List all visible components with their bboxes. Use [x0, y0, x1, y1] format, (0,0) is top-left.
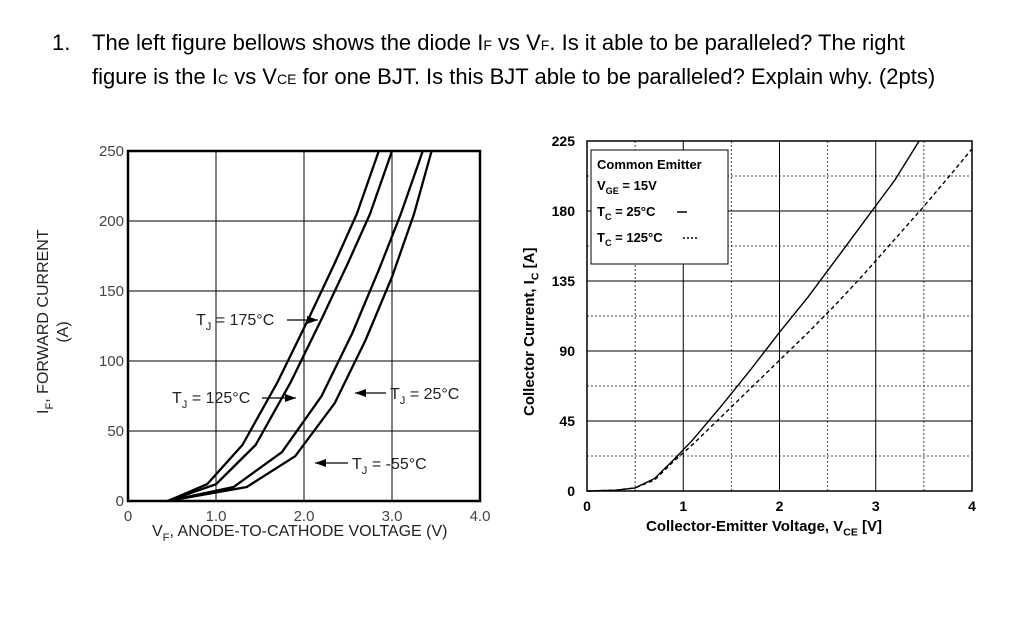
right-legend-tc125-sub: C [605, 238, 612, 248]
right-y-tick-label: 45 [559, 413, 575, 429]
right-y-tick-label: 0 [567, 483, 575, 499]
question-line-1-part-1: The left figure bellows shows the diode … [92, 30, 484, 55]
left-series-label-sub: J [206, 321, 212, 333]
question-line-1-part-3: . Is it able to be paralleled? The right [549, 30, 905, 55]
left-x-axis-label-rest: , ANODE-TO-CATHODE VOLTAGE (V) [170, 523, 448, 540]
right-x-tick-label: 0 [583, 498, 591, 514]
left-series-line [167, 150, 424, 503]
left-series-label-main: T [390, 386, 400, 403]
right-legend-vge-sub: GE [606, 186, 619, 196]
left-label-arrowhead [355, 389, 366, 397]
left-x-tick-label: 4.0 [470, 508, 491, 525]
left-series-line [167, 150, 394, 503]
right-x-tick-label: 3 [872, 498, 880, 514]
right-y-tick-label: 225 [552, 133, 576, 149]
right-legend-tc125: TC = 125°C [597, 230, 663, 248]
left-series-label: TJ = -55°C [352, 456, 427, 477]
left-x-axis-label: VF, ANODE-TO-CATHODE VOLTAGE (V) [152, 523, 447, 544]
left-series-label-main: T [352, 456, 362, 473]
right-x-tick-label: 1 [679, 498, 687, 514]
right-y-axis-label-group: Collector Current, IC [A] [521, 248, 542, 416]
right-y-tick-label: 90 [559, 343, 575, 359]
question-line-1: The left figure bellows shows the diode … [92, 26, 905, 62]
left-label-arrowhead [307, 316, 318, 324]
left-series-label-rest: = 25°C [405, 386, 459, 403]
question-number: 1. [52, 30, 71, 55]
right-legend-tc25: TC = 25°C [597, 204, 656, 222]
left-y-tick-label: 50 [107, 423, 124, 440]
right-legend-tc25-rest: = 25°C [612, 204, 656, 219]
right-legend-box [590, 149, 729, 265]
left-series-label-sub: J [362, 465, 368, 477]
left-y-tick-label: 250 [99, 143, 124, 160]
question-line-2-part-2: vs V [228, 64, 277, 89]
question-line-2-part-3: for one BJT. Is this BJT able to be para… [296, 64, 936, 89]
left-series-line [167, 150, 433, 503]
left-series-label-main: T [172, 390, 182, 407]
left-label-arrowhead [285, 394, 296, 402]
left-series-label: TJ = 125°C [172, 390, 250, 411]
left-y-tick-label: 0 [116, 493, 124, 510]
right-series-line [586, 148, 973, 492]
left-series-line [167, 150, 380, 503]
right-legend-vge-rest: = 15V [619, 178, 657, 193]
right-y-axis-label-sub: C [530, 272, 542, 280]
right-legend-title: Common Emitter [597, 157, 702, 172]
left-series-group [167, 150, 433, 503]
right-legend-tc125-rest: = 125°C [612, 230, 664, 245]
question-line-2-sub-2: CE [276, 71, 297, 87]
question-line-1-part-2: vs V [491, 30, 541, 55]
left-y-axis-unit: (A) [55, 321, 72, 342]
right-legend-tc25-main: T [597, 204, 605, 219]
left-y-tick-label: 100 [99, 353, 124, 370]
right-plot-frame [586, 140, 973, 492]
left-x-tick-label: 1.0 [206, 508, 227, 525]
left-x-tick-label: 0 [124, 508, 132, 525]
left-series-label: TJ = 175°C [196, 312, 274, 333]
question-line-1-sub-1: F [483, 37, 492, 53]
question-line-2-part-1: figure is the I [92, 64, 218, 89]
right-legend-vge: VGE = 15V [597, 178, 657, 196]
left-y-axis-label: IF, FORWARD CURRENT [35, 229, 56, 414]
right-y-tick-label: 180 [552, 203, 576, 219]
right-x-axis-label-rest: [V] [858, 518, 882, 535]
left-series-label: TJ = 25°C [390, 386, 459, 407]
left-series-label-sub: J [400, 395, 406, 407]
right-y-axis-label-main: Collector Current, I [521, 280, 538, 416]
right-y-tick-label: 135 [552, 273, 576, 289]
left-y-axis-label-sub: F [44, 403, 56, 410]
left-plot-frame [126, 149, 482, 503]
right-legend-vge-main: V [597, 178, 606, 193]
question-line-2: figure is the IC vs VCE for one BJT. Is … [92, 60, 935, 96]
left-x-axis-label-main: V [152, 523, 163, 540]
left-series-label-rest: = 125°C [187, 390, 250, 407]
right-legend-tc25-sub: C [605, 212, 612, 222]
left-series-label-main: T [196, 312, 206, 329]
right-x-axis-label-sub: CE [843, 527, 858, 539]
left-x-tick-label: 3.0 [382, 508, 403, 525]
question-line-1-sub-2: F [540, 37, 550, 53]
left-y-axis-label-group: IF, FORWARD CURRENT (A) [35, 229, 72, 414]
left-label-arrowhead [315, 459, 326, 467]
right-legend-tc125-main: T [597, 230, 605, 245]
right-y-axis-label: Collector Current, IC [A] [521, 248, 542, 416]
right-y-axis-label-rest: [A] [521, 248, 538, 273]
left-x-tick-label: 2.0 [294, 508, 315, 525]
right-x-tick-label: 4 [968, 498, 976, 514]
left-series-label-rest: = 175°C [211, 312, 274, 329]
left-x-axis-label-sub: F [163, 532, 170, 544]
question-line-2-sub-1: C [217, 71, 229, 87]
left-y-tick-label: 150 [99, 283, 124, 300]
right-x-tick-label: 2 [776, 498, 784, 514]
right-x-axis-label-main: Collector-Emitter Voltage, V [646, 518, 843, 535]
left-y-tick-label: 200 [99, 213, 124, 230]
left-y-axis-label-rest: , FORWARD CURRENT [35, 229, 52, 403]
left-series-label-sub: J [182, 399, 188, 411]
left-y-axis-label-main: I [35, 410, 52, 414]
left-series-label-rest: = -55°C [367, 456, 426, 473]
right-x-axis-label: Collector-Emitter Voltage, VCE [V] [646, 518, 882, 539]
